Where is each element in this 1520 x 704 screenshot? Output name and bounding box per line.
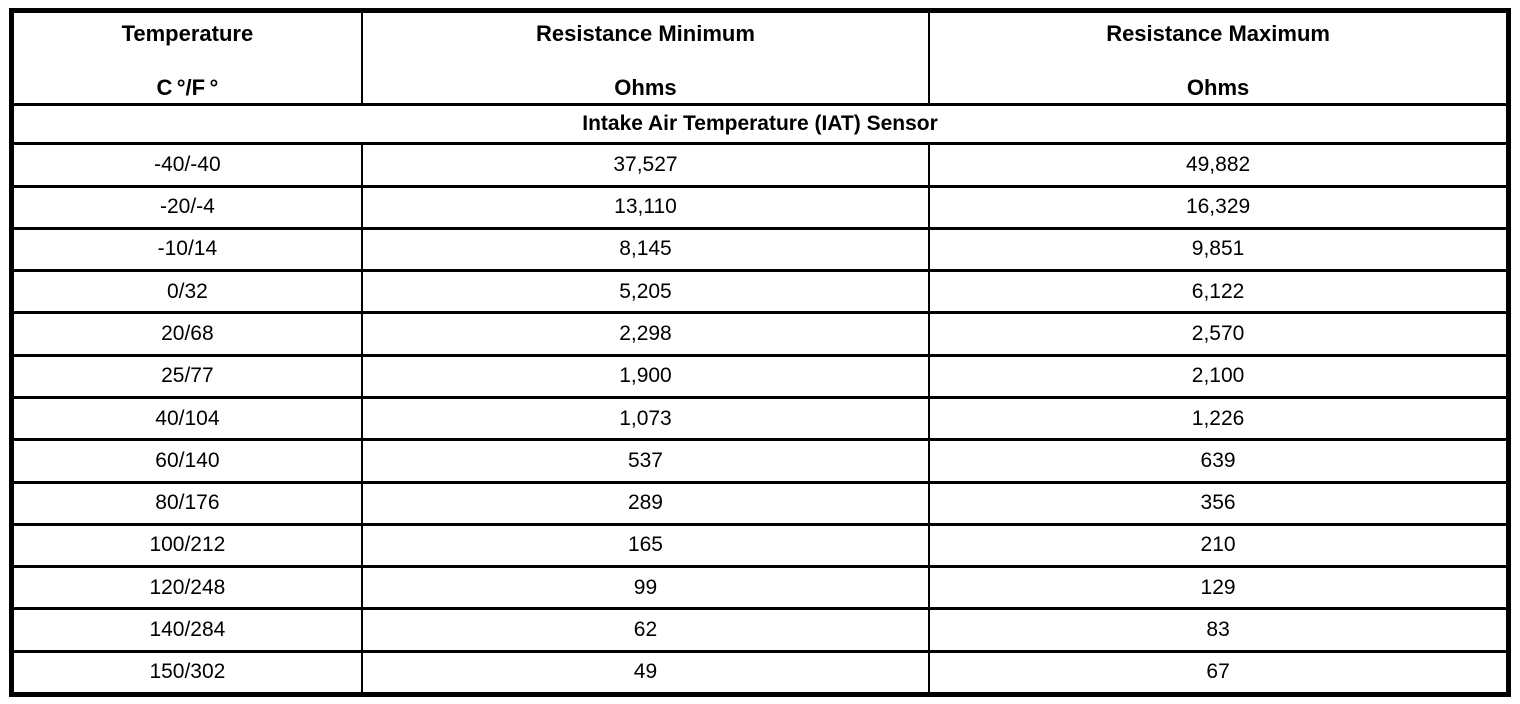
temperature-cell: 100/212 <box>10 522 363 569</box>
temperature-cell: 25/77 <box>10 353 363 399</box>
resistance-max-cell: 356 <box>928 480 1510 526</box>
column-header-temperature: Temperature C °/F ° <box>10 9 363 106</box>
column-unit: Ohms <box>614 75 677 100</box>
table-row: -10/14 8,145 9,851 <box>10 226 1510 273</box>
temperature-cell: -20/-4 <box>10 184 363 230</box>
column-title: Temperature <box>121 21 254 46</box>
resistance-min-cell: 8,145 <box>360 226 931 273</box>
table-header-row: Temperature C °/F ° Resistance Minimum O… <box>10 9 1510 106</box>
temperature-cell: 20/68 <box>10 311 363 357</box>
resistance-max-cell: 1,226 <box>928 395 1510 442</box>
table-row: 40/104 1,073 1,226 <box>10 395 1510 442</box>
temperature-cell: 0/32 <box>10 269 363 315</box>
column-title: Resistance Minimum <box>536 21 755 46</box>
temperature-cell: 80/176 <box>10 480 363 526</box>
resistance-max-cell: 6,122 <box>928 269 1510 315</box>
table-row: 20/68 2,298 2,570 <box>10 311 1510 357</box>
resistance-min-cell: 37,527 <box>360 142 931 188</box>
column-unit: C °/F ° <box>156 75 219 100</box>
column-header-resistance-minimum: Resistance Minimum Ohms <box>360 9 931 106</box>
table-row: 80/176 289 356 <box>10 480 1510 526</box>
temperature-cell: 120/248 <box>10 565 363 611</box>
resistance-min-cell: 165 <box>360 522 931 569</box>
resistance-max-cell: 16,329 <box>928 184 1510 230</box>
column-title: Resistance Maximum <box>1106 21 1330 46</box>
resistance-max-cell: 129 <box>928 565 1510 611</box>
table-row: 25/77 1,900 2,100 <box>10 353 1510 399</box>
resistance-min-cell: 13,110 <box>360 184 931 230</box>
iat-sensor-resistance-table: Temperature C °/F ° Resistance Minimum O… <box>9 8 1511 697</box>
temperature-cell: -10/14 <box>10 226 363 273</box>
table-row: 150/302 49 67 <box>10 649 1510 697</box>
section-header-row: Intake Air Temperature (IAT) Sensor <box>10 102 1510 146</box>
table-row: 60/140 537 639 <box>10 438 1510 484</box>
temperature-cell: 40/104 <box>10 395 363 442</box>
table-row: 140/284 62 83 <box>10 607 1510 653</box>
resistance-max-cell: 2,570 <box>928 311 1510 357</box>
temperature-cell: -40/-40 <box>10 142 363 188</box>
resistance-min-cell: 289 <box>360 480 931 526</box>
resistance-max-cell: 83 <box>928 607 1510 653</box>
resistance-min-cell: 1,900 <box>360 353 931 399</box>
resistance-min-cell: 99 <box>360 565 931 611</box>
resistance-min-cell: 49 <box>360 649 931 697</box>
resistance-min-cell: 2,298 <box>360 311 931 357</box>
resistance-max-cell: 639 <box>928 438 1510 484</box>
temperature-cell: 150/302 <box>10 649 363 697</box>
table-row: -40/-40 37,527 49,882 <box>10 142 1510 188</box>
resistance-max-cell: 49,882 <box>928 142 1510 188</box>
temperature-cell: 60/140 <box>10 438 363 484</box>
column-header-resistance-maximum: Resistance Maximum Ohms <box>928 9 1510 106</box>
table-row: -20/-4 13,110 16,329 <box>10 184 1510 230</box>
resistance-min-cell: 5,205 <box>360 269 931 315</box>
resistance-max-cell: 67 <box>928 649 1510 697</box>
table-row: 120/248 99 129 <box>10 565 1510 611</box>
resistance-min-cell: 62 <box>360 607 931 653</box>
table-row: 100/212 165 210 <box>10 522 1510 569</box>
resistance-max-cell: 9,851 <box>928 226 1510 273</box>
resistance-min-cell: 537 <box>360 438 931 484</box>
resistance-min-cell: 1,073 <box>360 395 931 442</box>
resistance-max-cell: 2,100 <box>928 353 1510 399</box>
resistance-max-cell: 210 <box>928 522 1510 569</box>
section-title: Intake Air Temperature (IAT) Sensor <box>10 102 1510 146</box>
temperature-cell: 140/284 <box>10 607 363 653</box>
column-unit: Ohms <box>1186 75 1250 100</box>
table-row: 0/32 5,205 6,122 <box>10 269 1510 315</box>
